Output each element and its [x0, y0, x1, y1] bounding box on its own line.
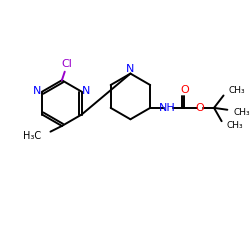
Text: O: O — [180, 85, 189, 95]
Text: CH₃: CH₃ — [226, 122, 243, 130]
Text: N: N — [33, 86, 42, 96]
Text: N: N — [82, 86, 90, 96]
Text: Cl: Cl — [61, 59, 72, 69]
Text: CH₃: CH₃ — [228, 86, 245, 95]
Text: H₃C: H₃C — [23, 132, 41, 141]
Text: O: O — [195, 103, 204, 113]
Text: N: N — [126, 64, 134, 74]
Text: NH: NH — [159, 103, 176, 113]
Text: CH₃: CH₃ — [233, 108, 250, 117]
